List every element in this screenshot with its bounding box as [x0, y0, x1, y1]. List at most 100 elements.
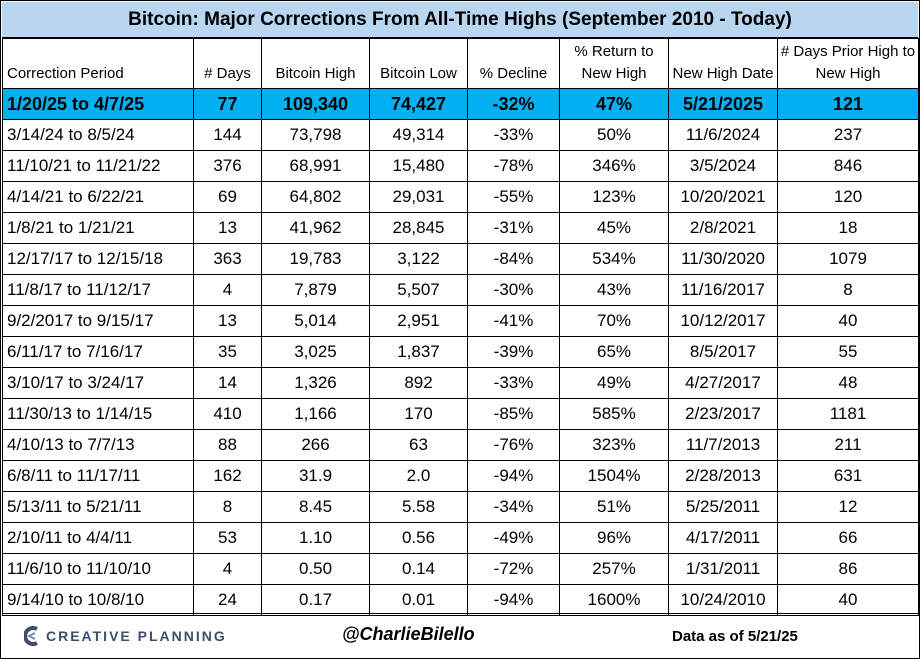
table-cell: 4	[193, 274, 262, 306]
table-cell: -94%	[467, 584, 560, 616]
table-row: 5/13/11 to 5/21/11 8 8.45 5.58 -34% 51% 5/25/2…	[2, 491, 919, 523]
table-cell: 51%	[559, 491, 669, 523]
table-cell: 11/30/13 to 1/14/15	[2, 398, 194, 430]
table-cell: 1,166	[261, 398, 370, 430]
table-cell: 376	[193, 150, 262, 182]
table-cell: 64,802	[261, 181, 370, 213]
table-cell: 5,507	[369, 274, 468, 306]
table-cell: 2/10/11 to 4/4/11	[2, 522, 194, 554]
table-cell: 96%	[559, 522, 669, 554]
table-row: 11/8/17 to 11/12/17 4 7,879 5,507 -30% 43% 11/…	[2, 274, 919, 306]
table-cell: 7,879	[261, 274, 370, 306]
table-cell: 120	[777, 181, 919, 213]
table-cell: 10/24/2010	[668, 584, 778, 616]
table-cell: 19,783	[261, 243, 370, 275]
table-cell: 49%	[559, 367, 669, 399]
data-as-of-note: Data as of 5/21/25	[672, 628, 798, 645]
table-cell: 8/5/2017	[668, 336, 778, 368]
table-row: 6/8/11 to 11/17/11 162 31.9 2.0 -94% 1504% 2/2…	[2, 460, 919, 492]
table-cell: 211	[777, 429, 919, 461]
table-cell: 43%	[559, 274, 669, 306]
table-cell: 0.50	[261, 553, 370, 585]
table-cell: 65%	[559, 336, 669, 368]
table-cell: 534%	[559, 243, 669, 275]
table-cell: 55	[777, 336, 919, 368]
table-row: 2/10/11 to 4/4/11 53 1.10 0.56 -49% 96% 4/17/2…	[2, 522, 919, 554]
table-cell: 8	[193, 491, 262, 523]
table-cell: 1079	[777, 243, 919, 275]
table-cell: 31.9	[261, 460, 370, 492]
table-cell: 35	[193, 336, 262, 368]
table-cell: 2,951	[369, 305, 468, 337]
table-cell: 631	[777, 460, 919, 492]
table-cell: 6/11/17 to 7/16/17	[2, 336, 194, 368]
table-cell: 86	[777, 553, 919, 585]
column-header: % Return to New High	[559, 38, 669, 89]
creative-planning-c-logo-icon	[24, 626, 38, 646]
table-cell: -55%	[467, 181, 560, 213]
table-cell: 123%	[559, 181, 669, 213]
table-row: 11/10/21 to 11/21/22 376 68,991 15,480 -78% 3…	[2, 150, 919, 182]
table-cell: 9/14/10 to 10/8/10	[2, 584, 194, 616]
table-row: 4/14/21 to 6/22/21 69 64,802 29,031 -55% 123%…	[2, 181, 919, 213]
table-cell: 346%	[559, 150, 669, 182]
creative-planning-logo: CREATIVE PLANNING	[24, 626, 227, 646]
table-cell: 28,845	[369, 212, 468, 244]
table-cell: 6/8/11 to 11/17/11	[2, 460, 194, 492]
table-cell: 8	[777, 274, 919, 306]
table-cell: 3,122	[369, 243, 468, 275]
table-cell: 11/16/2017	[668, 274, 778, 306]
table-cell: 0.14	[369, 553, 468, 585]
table-cell: 121	[777, 88, 919, 120]
table-cell: 9/2/2017 to 9/15/17	[2, 305, 194, 337]
table-cell: 74,427	[369, 88, 468, 120]
table-cell: 13	[193, 212, 262, 244]
table-cell: 585%	[559, 398, 669, 430]
table-cell: 2/23/2017	[668, 398, 778, 430]
table-cell: 15,480	[369, 150, 468, 182]
table-cell: -85%	[467, 398, 560, 430]
table-cell: -34%	[467, 491, 560, 523]
column-header: # Days	[193, 38, 262, 89]
table-cell: 170	[369, 398, 468, 430]
table-row: 12/17/17 to 12/15/18 363 19,783 3,122 -84% 53…	[2, 243, 919, 275]
table-cell: 50%	[559, 119, 669, 151]
table-cell: 4/27/2017	[668, 367, 778, 399]
table-cell: -78%	[467, 150, 560, 182]
table-cell: 5,014	[261, 305, 370, 337]
table-cell: 0.01	[369, 584, 468, 616]
table-cell: 11/8/17 to 11/12/17	[2, 274, 194, 306]
table-cell: 1181	[777, 398, 919, 430]
table-row: 9/14/10 to 10/8/10 24 0.17 0.01 -94% 1600% 10/…	[2, 584, 919, 616]
logo-text: CREATIVE PLANNING	[46, 628, 227, 644]
table-cell: 12	[777, 491, 919, 523]
table-cell: 11/6/2024	[668, 119, 778, 151]
table-cell: 49,314	[369, 119, 468, 151]
table-cell: 11/6/10 to 11/10/10	[2, 553, 194, 585]
table-cell: 10/12/2017	[668, 305, 778, 337]
table-row: 1/8/21 to 1/21/21 13 41,962 28,845 -31% 45% 2/…	[2, 212, 919, 244]
table-row: 4/10/13 to 7/7/13 88 266 63 -76% 323% 11/7/201…	[2, 429, 919, 461]
table-cell: 410	[193, 398, 262, 430]
table-cell: 11/7/2013	[668, 429, 778, 461]
table-cell: -84%	[467, 243, 560, 275]
table-title: Bitcoin: Major Corrections From All-Time…	[2, 2, 918, 38]
table-cell: 0.17	[261, 584, 370, 616]
table-cell: 109,340	[261, 88, 370, 120]
table-cell: -30%	[467, 274, 560, 306]
column-header: Bitcoin High	[261, 38, 370, 89]
table-cell: -39%	[467, 336, 560, 368]
table-cell: -33%	[467, 367, 560, 399]
table-cell: 323%	[559, 429, 669, 461]
header-row: Correction Period # Days Bitcoin High Bi…	[2, 38, 919, 89]
table-cell: 3,025	[261, 336, 370, 368]
table-cell: 5/25/2011	[668, 491, 778, 523]
table-cell: 8.45	[261, 491, 370, 523]
table-cell: 5/13/11 to 5/21/11	[2, 491, 194, 523]
table-cell: 162	[193, 460, 262, 492]
footer: CREATIVE PLANNING @CharlieBilello Data a…	[2, 613, 918, 659]
table-cell: 4/14/21 to 6/22/21	[2, 181, 194, 213]
table-cell: 4/10/13 to 7/7/13	[2, 429, 194, 461]
table-cell: 66	[777, 522, 919, 554]
table-cell: 1504%	[559, 460, 669, 492]
